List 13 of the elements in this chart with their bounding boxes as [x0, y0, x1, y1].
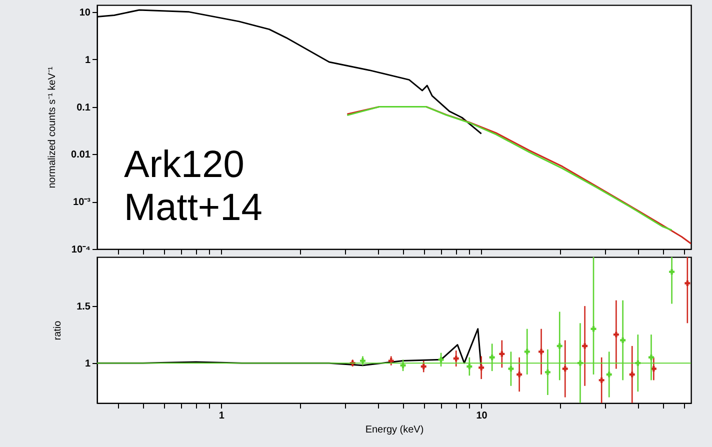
y-tick-label: 1 [84, 358, 91, 370]
y-tick-label: 10⁻³ [73, 197, 92, 208]
annotation: Matt+14 [124, 187, 262, 229]
y-axis-title: normalized counts s⁻¹ keV⁻¹ [47, 66, 58, 188]
y-tick-label: 0.01 [71, 150, 91, 161]
y-tick-label: 10⁻⁴ [71, 244, 91, 256]
y-tick-label: 1 [84, 54, 91, 66]
y-tick-label: 0.1 [76, 102, 91, 114]
y-tick-label: 1.5 [76, 302, 91, 313]
y-axis-title: ratio [52, 320, 64, 340]
annotation: Ark120 [124, 144, 244, 186]
y-tick-label: 10 [79, 7, 91, 18]
x-axis-title: Energy (keV) [365, 424, 424, 436]
